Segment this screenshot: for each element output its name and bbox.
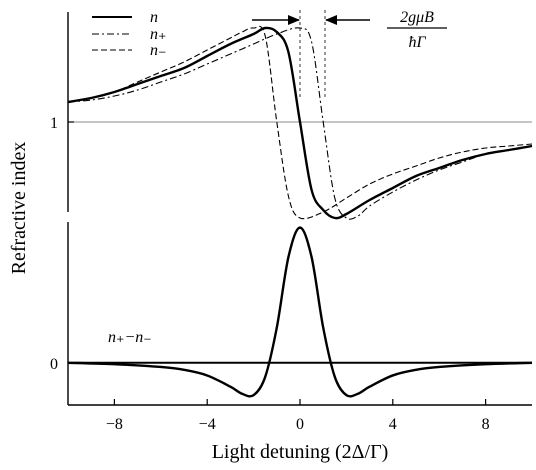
x-tick-label-0: −8: [106, 416, 123, 433]
legend: n n₊ n₋: [92, 9, 166, 59]
top-series-n: [67, 26, 533, 220]
arrow-right-head: [325, 15, 337, 25]
bottom-ytick-label-0: 0: [50, 356, 58, 373]
top-series-nminus: [67, 25, 533, 220]
arrow-left-head: [288, 15, 300, 25]
bottom-series-group: [67, 226, 533, 398]
bottom-panel: 0 −8 −4 0 4 8 n₊−n₋ Light detuning (2Δ/Γ): [50, 222, 533, 463]
top-series-nplus: [67, 27, 533, 220]
top-panel: 1: [50, 12, 533, 220]
legend-label-nminus: n₋: [150, 42, 166, 59]
x-axis-label: Light detuning (2Δ/Γ): [212, 441, 389, 463]
top-series-group: [67, 25, 533, 220]
annotation-denominator: ħΓ: [408, 34, 426, 51]
bottom-xticks-group: −8 −4 0 4 8: [106, 399, 490, 433]
splitting-annotation: 2gμB ħΓ: [252, 9, 447, 100]
legend-label-n: n: [150, 9, 158, 26]
x-tick-label-4: 8: [482, 416, 490, 433]
y-axis-label: Refractive index: [8, 142, 30, 275]
bottom-series-label: n₊−n₋: [108, 329, 152, 346]
legend-label-nplus: n₊: [150, 26, 166, 43]
bottom-series-difference: [67, 226, 533, 398]
x-tick-label-2: 0: [296, 416, 304, 433]
x-tick-label-1: −4: [199, 416, 216, 433]
annotation-numerator: 2gμB: [400, 9, 434, 26]
x-tick-label-3: 4: [389, 416, 397, 433]
top-ytick-label-1: 1: [50, 115, 58, 132]
